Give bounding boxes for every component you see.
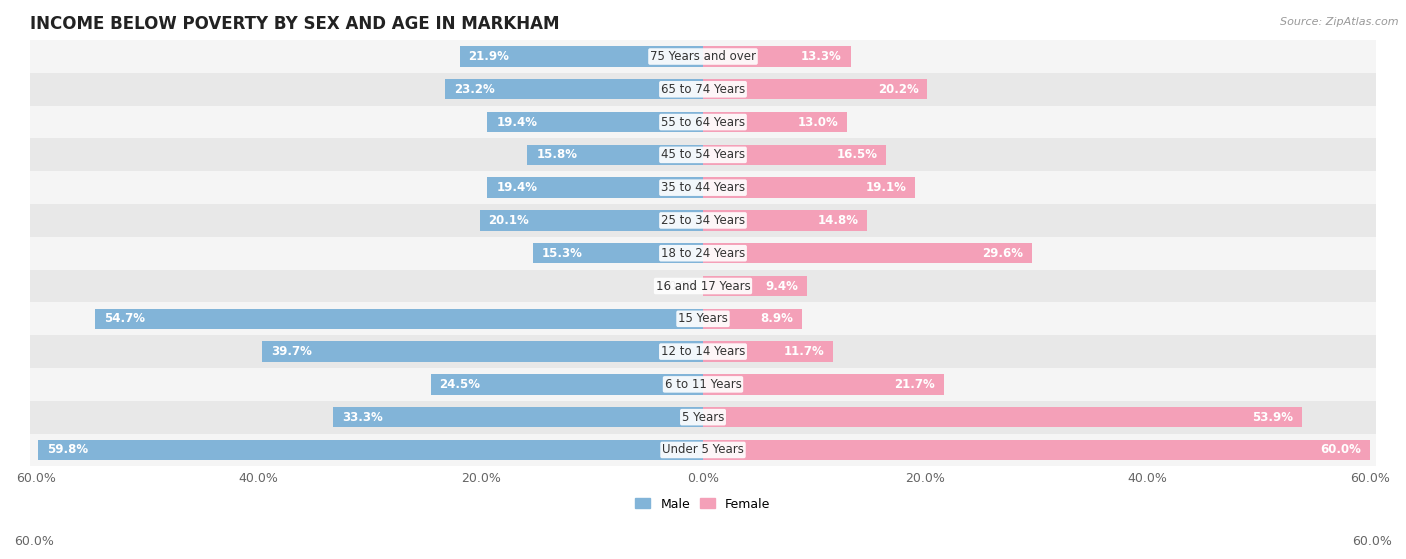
Legend: Male, Female: Male, Female [630, 492, 776, 515]
Bar [30, 73, 1376, 106]
Text: 19.4%: 19.4% [496, 116, 537, 129]
Bar [30, 40, 1376, 73]
Bar [703, 440, 1369, 460]
Text: 53.9%: 53.9% [1253, 411, 1294, 424]
Text: 33.3%: 33.3% [342, 411, 382, 424]
Bar [30, 237, 1376, 269]
Bar [479, 210, 703, 231]
Bar [460, 46, 703, 67]
Bar [30, 368, 1376, 401]
Text: 15.3%: 15.3% [541, 247, 582, 260]
Text: 21.7%: 21.7% [894, 378, 935, 391]
Bar [703, 309, 801, 329]
Bar [703, 145, 886, 165]
Text: Under 5 Years: Under 5 Years [662, 443, 744, 457]
Bar [30, 302, 1376, 335]
Text: 6 to 11 Years: 6 to 11 Years [665, 378, 741, 391]
Bar [527, 145, 703, 165]
Bar [30, 106, 1376, 139]
Bar [30, 139, 1376, 171]
Bar [30, 434, 1376, 466]
Text: 14.8%: 14.8% [817, 214, 859, 227]
Text: 60.0%: 60.0% [1353, 535, 1392, 548]
Bar [533, 243, 703, 263]
Text: 54.7%: 54.7% [104, 312, 145, 325]
Bar [703, 374, 945, 395]
Text: 8.9%: 8.9% [761, 312, 793, 325]
Text: 0.0%: 0.0% [668, 280, 697, 292]
Bar [703, 210, 868, 231]
Bar [446, 79, 703, 100]
Bar [30, 335, 1376, 368]
Text: 9.4%: 9.4% [766, 280, 799, 292]
Text: 60.0%: 60.0% [1320, 443, 1361, 457]
Text: 65 to 74 Years: 65 to 74 Years [661, 83, 745, 96]
Text: 13.3%: 13.3% [801, 50, 842, 63]
Text: 19.1%: 19.1% [866, 181, 907, 194]
Bar [703, 112, 848, 132]
Text: 16.5%: 16.5% [837, 148, 877, 162]
Bar [703, 178, 915, 198]
Text: 23.2%: 23.2% [454, 83, 495, 96]
Bar [703, 276, 807, 296]
Text: 18 to 24 Years: 18 to 24 Years [661, 247, 745, 260]
Bar [430, 374, 703, 395]
Bar [703, 79, 928, 100]
Text: 29.6%: 29.6% [981, 247, 1024, 260]
Bar [703, 342, 832, 362]
Bar [30, 171, 1376, 204]
Text: 20.2%: 20.2% [877, 83, 918, 96]
Text: 20.1%: 20.1% [488, 214, 529, 227]
Bar [703, 407, 1302, 427]
Bar [703, 243, 1032, 263]
Text: 25 to 34 Years: 25 to 34 Years [661, 214, 745, 227]
Bar [96, 309, 703, 329]
Text: 15 Years: 15 Years [678, 312, 728, 325]
Bar [703, 46, 851, 67]
Text: 5 Years: 5 Years [682, 411, 724, 424]
Text: 59.8%: 59.8% [48, 443, 89, 457]
Bar [488, 112, 703, 132]
Bar [488, 178, 703, 198]
Text: 75 Years and over: 75 Years and over [650, 50, 756, 63]
Text: 60.0%: 60.0% [14, 535, 53, 548]
Text: 19.4%: 19.4% [496, 181, 537, 194]
Bar [30, 204, 1376, 237]
Text: Source: ZipAtlas.com: Source: ZipAtlas.com [1281, 17, 1399, 27]
Text: 35 to 44 Years: 35 to 44 Years [661, 181, 745, 194]
Bar [333, 407, 703, 427]
Bar [262, 342, 703, 362]
Text: 13.0%: 13.0% [797, 116, 838, 129]
Bar [38, 440, 703, 460]
Text: 55 to 64 Years: 55 to 64 Years [661, 116, 745, 129]
Text: 11.7%: 11.7% [783, 345, 824, 358]
Text: INCOME BELOW POVERTY BY SEX AND AGE IN MARKHAM: INCOME BELOW POVERTY BY SEX AND AGE IN M… [30, 15, 560, 33]
Bar [30, 269, 1376, 302]
Text: 39.7%: 39.7% [271, 345, 312, 358]
Bar [30, 401, 1376, 434]
Text: 16 and 17 Years: 16 and 17 Years [655, 280, 751, 292]
Text: 45 to 54 Years: 45 to 54 Years [661, 148, 745, 162]
Text: 15.8%: 15.8% [536, 148, 578, 162]
Text: 12 to 14 Years: 12 to 14 Years [661, 345, 745, 358]
Text: 21.9%: 21.9% [468, 50, 509, 63]
Text: 24.5%: 24.5% [440, 378, 481, 391]
